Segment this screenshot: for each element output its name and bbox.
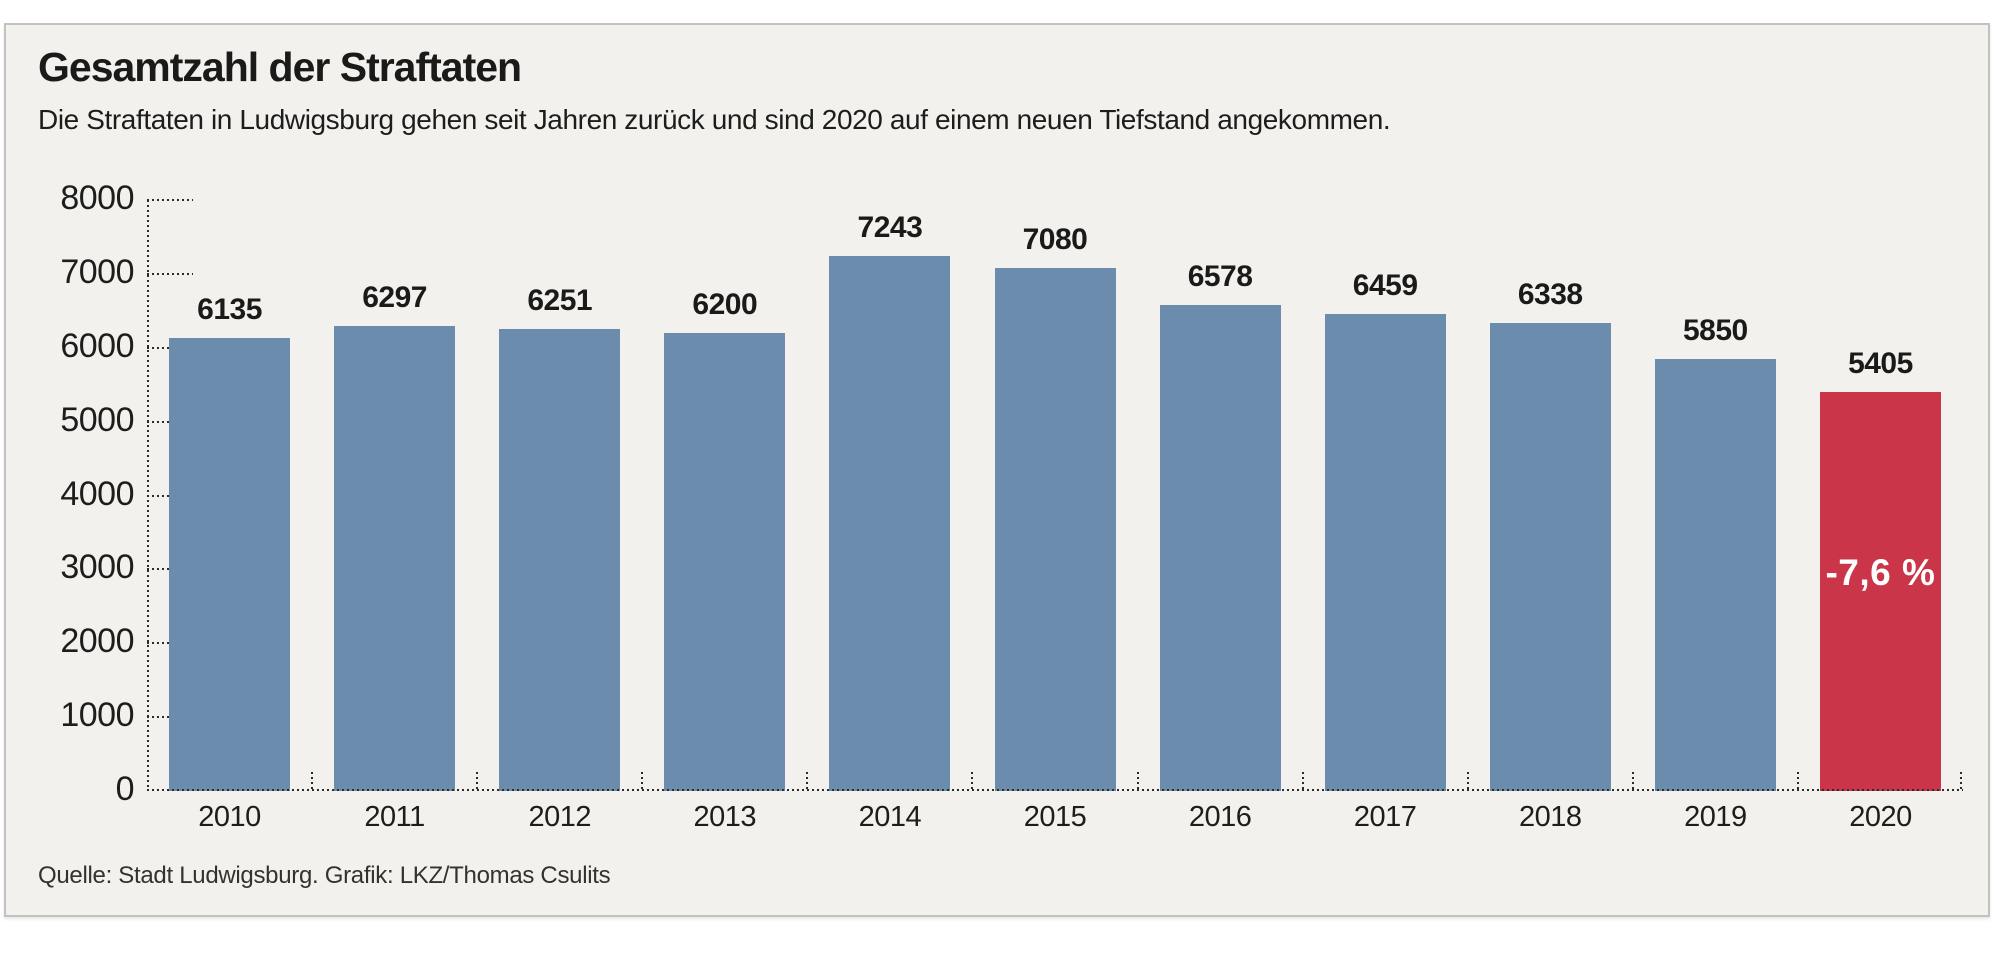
x-axis-label: 2010 bbox=[198, 801, 261, 833]
y-axis-label: 5000 bbox=[60, 400, 134, 439]
x-axis-baseline bbox=[147, 789, 1963, 791]
highlight-percent-label: -7,6 % bbox=[1825, 552, 1936, 593]
baseline-gap-tick bbox=[1631, 772, 1634, 789]
baseline-gap-tick bbox=[311, 772, 314, 789]
baseline-gap-tick bbox=[476, 772, 479, 789]
bar-value-label: 6135 bbox=[197, 293, 262, 326]
bar-2018 bbox=[1489, 323, 1611, 791]
bar-chart-plot-area: 0 1000 2000 3000 4000 5000 6000 7000 8000 6135 201… bbox=[60, 179, 1963, 833]
baseline-gap-tick bbox=[1466, 772, 1469, 789]
bar-2020: -7,6 % bbox=[1819, 392, 1941, 791]
bar-value-label: 6200 bbox=[692, 288, 758, 321]
bar-value-label: 7243 bbox=[857, 211, 923, 244]
baseline-gap-tick bbox=[1136, 772, 1139, 789]
y-axis-label: 7000 bbox=[60, 252, 134, 291]
baseline-gap-tick bbox=[1301, 772, 1304, 789]
chart-subtitle: Die Straftaten in Ludwigsburg gehen seit… bbox=[38, 104, 1391, 135]
bar-2014 bbox=[829, 256, 951, 791]
bar-2019 bbox=[1654, 359, 1776, 791]
y-axis-tick bbox=[147, 199, 193, 201]
bar-value-label: 7080 bbox=[1022, 223, 1088, 256]
x-axis-label: 2011 bbox=[364, 801, 425, 833]
x-axis-label: 2013 bbox=[693, 801, 757, 833]
y-axis-label: 1000 bbox=[60, 696, 134, 735]
baseline-gap-tick bbox=[1796, 772, 1799, 789]
y-axis-label: 0 bbox=[115, 770, 135, 808]
y-axis-label: 3000 bbox=[60, 548, 134, 587]
baseline-gap-tick bbox=[806, 772, 809, 789]
bar-2011 bbox=[334, 326, 456, 791]
bar-2010 bbox=[169, 338, 291, 791]
baseline-end-tick bbox=[1960, 772, 1962, 789]
bar-2016 bbox=[1159, 305, 1281, 791]
x-axis-label: 2012 bbox=[528, 801, 591, 833]
bar-2017 bbox=[1324, 314, 1446, 791]
bar-value-label: 6297 bbox=[362, 281, 427, 314]
x-axis-label: 2017 bbox=[1353, 801, 1417, 833]
bar-value-label: 6578 bbox=[1187, 260, 1253, 293]
y-axis-label: 8000 bbox=[60, 179, 134, 217]
x-axis-label: 2018 bbox=[1519, 801, 1582, 833]
bar-value-label: 6338 bbox=[1517, 278, 1583, 311]
x-axis-label: 2015 bbox=[1023, 801, 1087, 833]
x-axis-label: 2019 bbox=[1684, 801, 1747, 833]
y-axis-tick bbox=[147, 272, 193, 275]
bar-value-label: 5405 bbox=[1848, 347, 1913, 380]
bar-value-label: 6459 bbox=[1352, 269, 1418, 302]
x-axis-label: 2020 bbox=[1849, 801, 1912, 833]
baseline-gap-tick bbox=[971, 772, 974, 789]
bar-2013 bbox=[664, 333, 786, 791]
baseline-gap-tick bbox=[641, 772, 644, 789]
x-axis-label: 2014 bbox=[858, 801, 922, 833]
y-axis-label: 2000 bbox=[60, 622, 134, 661]
source-note: Quelle: Stadt Ludwigsburg. Grafik: LKZ/T… bbox=[38, 862, 611, 889]
y-axis-label: 4000 bbox=[60, 474, 134, 513]
x-axis-label: 2016 bbox=[1188, 801, 1252, 833]
bar-2015 bbox=[994, 268, 1116, 791]
y-axis-label: 6000 bbox=[60, 326, 134, 365]
bar-value-label: 6251 bbox=[527, 284, 593, 317]
bar-2012 bbox=[499, 329, 621, 791]
bar-value-label: 5850 bbox=[1682, 314, 1748, 347]
chart-title: Gesamtzahl der Straftaten bbox=[38, 44, 522, 90]
